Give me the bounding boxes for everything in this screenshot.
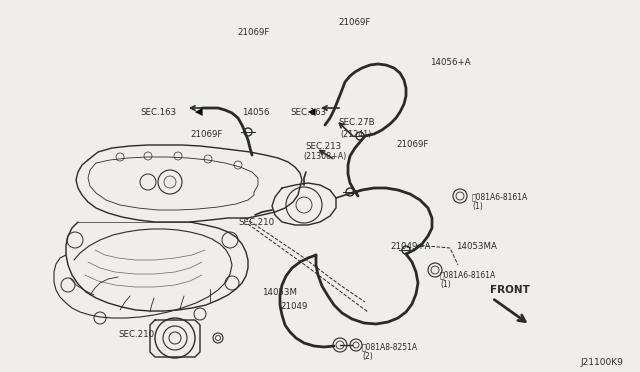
Text: Ⓓ081A6-8161A
(1): Ⓓ081A6-8161A (1)	[440, 270, 496, 289]
Text: Ⓓ081A8-8251A
(2): Ⓓ081A8-8251A (2)	[362, 342, 418, 362]
Text: Ⓓ081A6-8161A
(1): Ⓓ081A6-8161A (1)	[472, 192, 528, 211]
Text: 14053MA: 14053MA	[456, 242, 497, 251]
Text: 14056+A: 14056+A	[430, 58, 470, 67]
Text: SEC.163: SEC.163	[290, 108, 326, 117]
Text: SEC.210: SEC.210	[238, 218, 274, 227]
Text: 14056: 14056	[242, 108, 269, 117]
Text: (21308+A): (21308+A)	[303, 152, 346, 161]
Text: SEC.27B: SEC.27B	[338, 118, 374, 127]
Text: J21100K9: J21100K9	[580, 358, 623, 367]
Text: 21049: 21049	[280, 302, 307, 311]
Text: FRONT: FRONT	[490, 285, 530, 295]
Text: SEC.213: SEC.213	[305, 142, 341, 151]
Text: 21069F: 21069F	[396, 140, 428, 149]
Text: 21069F: 21069F	[190, 130, 222, 139]
Text: (21241): (21241)	[340, 130, 371, 139]
Text: 21069F: 21069F	[237, 28, 269, 37]
Text: 14053M: 14053M	[262, 288, 297, 297]
Text: 21049+A: 21049+A	[390, 242, 431, 251]
Text: SEC.163: SEC.163	[140, 108, 176, 117]
Text: 21069F: 21069F	[338, 18, 371, 27]
Text: SEC.210: SEC.210	[118, 330, 154, 339]
